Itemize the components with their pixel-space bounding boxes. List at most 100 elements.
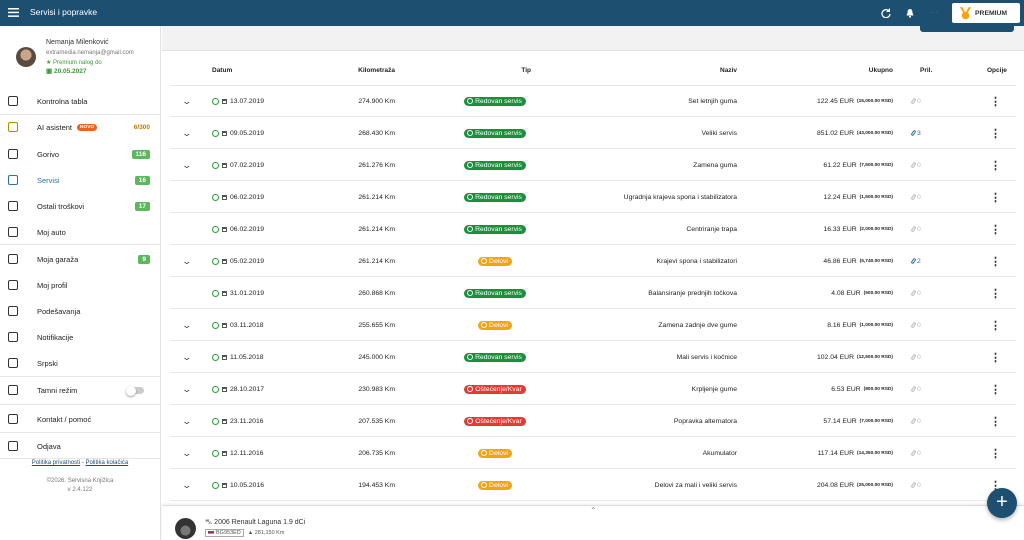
column-header: Opcije — [987, 67, 1007, 74]
expand-chevron[interactable]: ⌄ — [181, 127, 193, 138]
menu-item[interactable]: Odjava — [0, 434, 160, 458]
total-eur: 57.14 EUR — [823, 417, 857, 425]
menu-icon — [8, 175, 18, 185]
total-rsd: (15,000.00 RSD) — [857, 98, 893, 104]
row-options[interactable]: ⋮ — [990, 447, 1001, 460]
menu-button[interactable] — [8, 8, 19, 17]
row-options[interactable]: ⋮ — [990, 415, 1001, 428]
row-options[interactable]: ⋮ — [990, 319, 1001, 332]
date-cell: 31.01.2019 — [212, 277, 264, 309]
menu-item[interactable]: AI asistent NOVO 6/300 — [0, 115, 160, 139]
status-check — [212, 353, 219, 361]
menu-label: Ostali troškovi — [37, 201, 85, 211]
date-cell: 13.07.2019 — [212, 85, 264, 117]
attachments[interactable]: 3 — [910, 117, 921, 149]
notifications-button[interactable] — [905, 8, 915, 18]
cookies-link[interactable]: Politika kolačića — [85, 460, 129, 466]
toggle[interactable] — [126, 385, 144, 396]
copyright: ©2026. Servisna Knjižica — [46, 478, 114, 484]
type-label: Delovi — [489, 257, 508, 265]
row-options[interactable]: ⋮ — [990, 287, 1001, 300]
table-row: ⌄ 23.11.2016 207.535 Km Oštećenje/Kvar Popra… — [170, 405, 1016, 437]
row-options[interactable]: ⋮ — [990, 127, 1001, 140]
clip-icon — [910, 193, 917, 201]
premium-button[interactable]: PREMIUM — [952, 3, 1020, 23]
premium-until: ★ Premium nalog do — [46, 60, 102, 66]
expand-chevron[interactable]: ⌄ — [181, 415, 193, 426]
divider — [0, 432, 160, 433]
menu-item[interactable]: Notifikacije — [0, 325, 160, 349]
type-badge: Redovan servis — [464, 224, 526, 234]
menu-item[interactable]: Moj auto — [0, 220, 160, 244]
table-row: ⌄ 07.02.2019 261.276 Km Redovan servis Zamen… — [170, 149, 1016, 181]
type-icon — [467, 162, 474, 168]
menu-item[interactable]: Tamni režim — [0, 378, 160, 402]
attachment-count: 0 — [917, 161, 921, 169]
menu-item[interactable]: Moj profil — [0, 273, 160, 297]
type-badge: Oštećenje/Kvar — [464, 416, 526, 426]
date: 28.10.2017 — [230, 385, 265, 393]
menu-badge: 116 — [131, 149, 150, 159]
service-name: Krajevi spona i stabilizatori — [656, 257, 737, 265]
calendar-icon — [222, 162, 227, 168]
menu-item[interactable]: Kontrolna tabla — [0, 89, 160, 113]
expand-chevron[interactable]: ⌄ — [181, 447, 193, 458]
refresh-button[interactable] — [881, 8, 891, 18]
page-title: Servisi i popravke — [30, 7, 98, 17]
menu-item[interactable]: Gorivo 116 — [0, 142, 160, 166]
attachments[interactable]: 2 — [910, 245, 921, 277]
privacy-link[interactable]: Politika privatnosti — [31, 460, 81, 466]
status-check — [212, 481, 219, 489]
total-eur: 204.08 EUR — [816, 481, 854, 489]
type-label: Oštećenje/Kvar — [475, 417, 522, 425]
menu-label: Moja garaža — [37, 254, 79, 264]
expand-chevron[interactable]: ⌄ — [181, 255, 193, 266]
type-label: Redovan servis — [475, 161, 522, 169]
plate: BG953ED — [205, 529, 244, 537]
expand-chevron[interactable]: ⌄ — [181, 159, 193, 170]
row-options[interactable]: ⋮ — [990, 95, 1001, 108]
clip-icon — [910, 417, 917, 425]
action-button[interactable] — [920, 26, 1014, 32]
expand-chevron[interactable]: ⌄ — [181, 479, 193, 490]
expand-chevron[interactable]: ⌄ — [181, 351, 193, 362]
type-icon — [467, 354, 474, 360]
total-rsd: (5,740.00 RSD) — [859, 258, 893, 264]
date-cell: 07.02.2019 — [212, 149, 264, 181]
type-badge: Delovi — [478, 448, 512, 458]
menu-item[interactable]: Srpski — [0, 351, 160, 375]
total-eur: 46.86 EUR — [823, 257, 857, 265]
expand-chevron[interactable]: ⌄ — [181, 319, 193, 330]
premium-icon — [960, 6, 971, 19]
divider — [0, 114, 160, 115]
add-button[interactable]: + — [987, 488, 1017, 518]
expand-chevron[interactable]: ⌄ — [181, 383, 193, 394]
menu-item[interactable]: Servisi 16 — [0, 168, 160, 192]
row-options[interactable]: ⋮ — [990, 479, 1001, 492]
menu-item[interactable]: Kontakt / pomoć — [0, 407, 160, 431]
row-options[interactable]: ⋮ — [990, 383, 1001, 396]
row-options[interactable]: ⋮ — [990, 255, 1001, 268]
type-label: Oštećenje/Kvar — [475, 385, 522, 393]
attachments: 0 — [910, 437, 921, 469]
row-options[interactable]: ⋮ — [990, 223, 1001, 236]
type-cell: Redovan servis — [445, 149, 545, 181]
expand-caret[interactable]: ⌃ — [590, 506, 597, 515]
row-options[interactable]: ⋮ — [990, 159, 1001, 172]
menu-item[interactable]: Podešavanja — [0, 299, 160, 323]
expand-chevron[interactable]: ⌄ — [181, 95, 193, 106]
type-badge: Oštećenje/Kvar — [464, 384, 526, 394]
menu-item[interactable]: Ostali troškovi 17 — [0, 194, 160, 218]
menu-item[interactable]: Moja garaža 9 — [0, 247, 160, 271]
menu-label: Kontrolna tabla — [37, 96, 88, 106]
service-name: Zamena zadnje dve gume — [658, 321, 737, 329]
total-rsd: (1,000.00 RSD) — [859, 322, 893, 328]
date-cell: 05.02.2019 — [212, 245, 264, 277]
vehicle-name: 2006 Renault Laguna 1.9 dCi — [214, 519, 306, 526]
type-label: Redovan servis — [475, 129, 522, 137]
total-cell: 61.22 EUR (7,500.00 RSD) — [823, 149, 893, 181]
row-options[interactable]: ⋮ — [990, 191, 1001, 204]
type-label: Redovan servis — [475, 289, 522, 297]
row-options[interactable]: ⋮ — [990, 351, 1001, 364]
type-label: Redovan servis — [475, 353, 522, 361]
